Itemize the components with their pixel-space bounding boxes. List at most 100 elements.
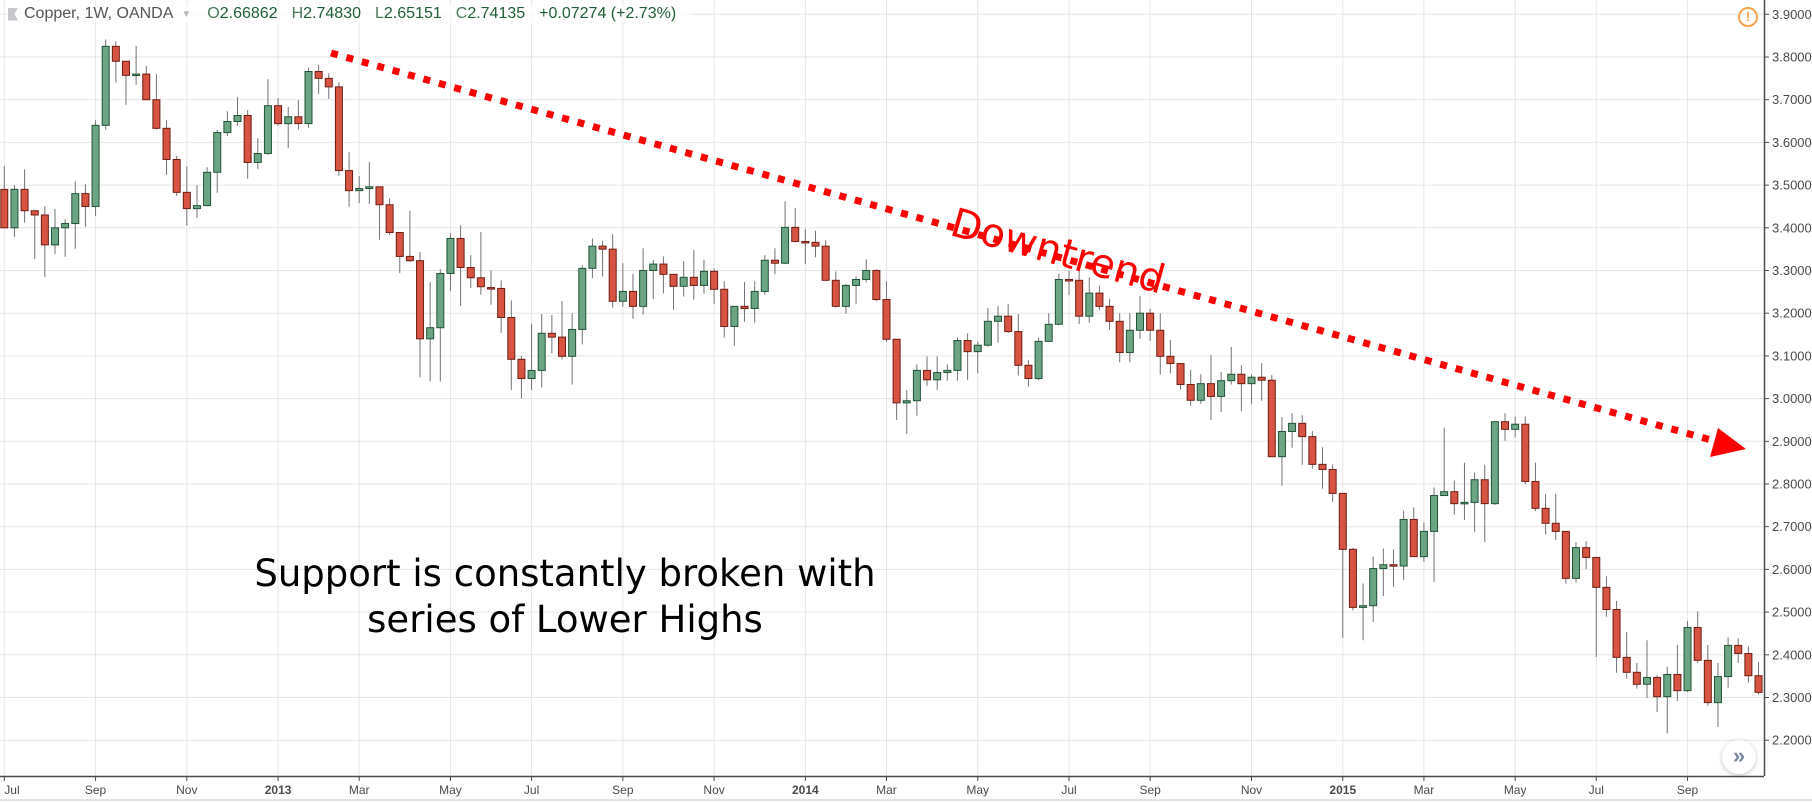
candle-body: [1602, 586, 1611, 611]
candle-body: [304, 71, 313, 125]
candle-up: [568, 313, 577, 385]
candle-body: [1632, 671, 1641, 685]
candle-body: [507, 316, 516, 360]
alert-icon[interactable]: !: [1738, 7, 1758, 27]
x-tick-label: Sep: [612, 783, 634, 797]
candle-down: [547, 314, 556, 354]
candle-body: [983, 320, 992, 346]
candle-body: [852, 278, 861, 286]
candle-up: [304, 67, 313, 128]
candle-up: [1724, 637, 1733, 688]
candle-down: [1156, 313, 1165, 375]
x-tick-label: Jul: [524, 783, 539, 797]
candle-down: [1348, 547, 1357, 611]
y-tick-label: 2.80000: [1772, 477, 1812, 492]
candle-down: [1531, 462, 1540, 511]
candle-body: [1541, 507, 1550, 524]
candle-body: [0, 188, 9, 229]
candle-down: [274, 97, 283, 126]
candle-up: [71, 181, 80, 249]
symbol-legend: Copper, 1W, OANDA ▼ O2.66862 H2.74830 L2…: [8, 5, 691, 23]
x-tick-label: 2014: [792, 783, 819, 797]
candle-body: [1490, 421, 1499, 505]
candle-down: [1257, 363, 1266, 401]
candle-body: [1592, 556, 1601, 588]
time-axis[interactable]: Jul Sep Nov 2013 Mar May Jul Sep Nov 2014 Mar May Ju…: [0, 775, 1812, 801]
candle-body: [233, 114, 242, 122]
candle-up: [203, 167, 212, 207]
candle-body: [375, 186, 384, 206]
candle-body: [1257, 376, 1266, 381]
x-tick-label: Nov: [1241, 783, 1262, 797]
candle-down: [375, 186, 384, 240]
chevron-down-icon[interactable]: ▼: [181, 8, 192, 20]
candle-up: [192, 185, 201, 218]
candle-body: [1288, 422, 1297, 432]
candle-body: [1480, 479, 1489, 505]
candle-body: [324, 77, 333, 88]
candle-down: [1632, 662, 1641, 689]
candle-down: [1186, 369, 1195, 406]
y-tick-label: 3.70000: [1772, 92, 1812, 107]
y-tick-label: 3.10000: [1772, 348, 1812, 363]
scroll-to-realtime-button[interactable]: »: [1722, 740, 1756, 774]
x-tick-label: Mar: [349, 783, 370, 797]
candle-body: [1734, 644, 1743, 655]
candle-body: [750, 290, 759, 310]
candle-down: [1409, 507, 1418, 558]
candle-body: [1561, 530, 1570, 579]
candle-down: [801, 229, 810, 265]
y-tick-label: 3.30000: [1772, 263, 1812, 278]
candle-down: [1561, 530, 1570, 584]
candle-down: [1014, 314, 1023, 376]
candle-body: [466, 267, 475, 279]
candle-body: [263, 105, 272, 155]
candle-up: [1470, 472, 1479, 532]
candle-down: [1176, 363, 1185, 390]
candle-body: [345, 170, 354, 192]
candle-body: [791, 226, 800, 242]
candle-down: [294, 100, 303, 130]
candle-down: [1602, 576, 1611, 617]
candle-up: [1642, 640, 1651, 698]
symbol-name[interactable]: Copper, 1W, OANDA: [24, 5, 174, 22]
candle-down: [1521, 416, 1530, 484]
price-axis[interactable]: 3.90000 3.80000 3.70000 3.60000 3.50000 3.400…: [1763, 0, 1812, 776]
candle-body: [1693, 626, 1702, 661]
candle-body: [243, 114, 252, 163]
candle-body: [1125, 329, 1134, 353]
candle-body: [1328, 468, 1337, 494]
candle-body: [20, 188, 29, 212]
y-tick-label: 2.30000: [1772, 690, 1812, 705]
candle-up: [699, 259, 708, 294]
candle-down: [821, 240, 830, 282]
candle-body: [801, 240, 810, 244]
candle-body: [1460, 501, 1469, 505]
candle-body: [872, 270, 881, 301]
candle-body: [892, 338, 901, 404]
candle-up: [527, 323, 536, 391]
candle-body: [274, 105, 283, 125]
candle-body: [1622, 656, 1631, 673]
candle-body: [669, 273, 678, 287]
candle-up: [588, 238, 597, 279]
candle-up: [1054, 273, 1063, 326]
candle-down: [20, 169, 29, 223]
candle-down: [1622, 632, 1631, 679]
candle-down: [1703, 644, 1712, 706]
candle-down: [1004, 303, 1013, 333]
candle-body: [1206, 383, 1215, 397]
candle-up: [537, 314, 546, 388]
candle-body: [1217, 380, 1226, 397]
candle-body: [1267, 379, 1276, 458]
candle-body: [192, 205, 201, 210]
candle-down: [487, 270, 496, 305]
candle-body: [1348, 548, 1357, 608]
candle-down: [0, 165, 9, 229]
y-tick-label: 3.00000: [1772, 391, 1812, 406]
downtrend-line: [330, 49, 1746, 457]
y-tick-label: 3.50000: [1772, 178, 1812, 193]
y-tick-label: 2.20000: [1772, 733, 1812, 748]
candle-up: [1379, 548, 1388, 596]
